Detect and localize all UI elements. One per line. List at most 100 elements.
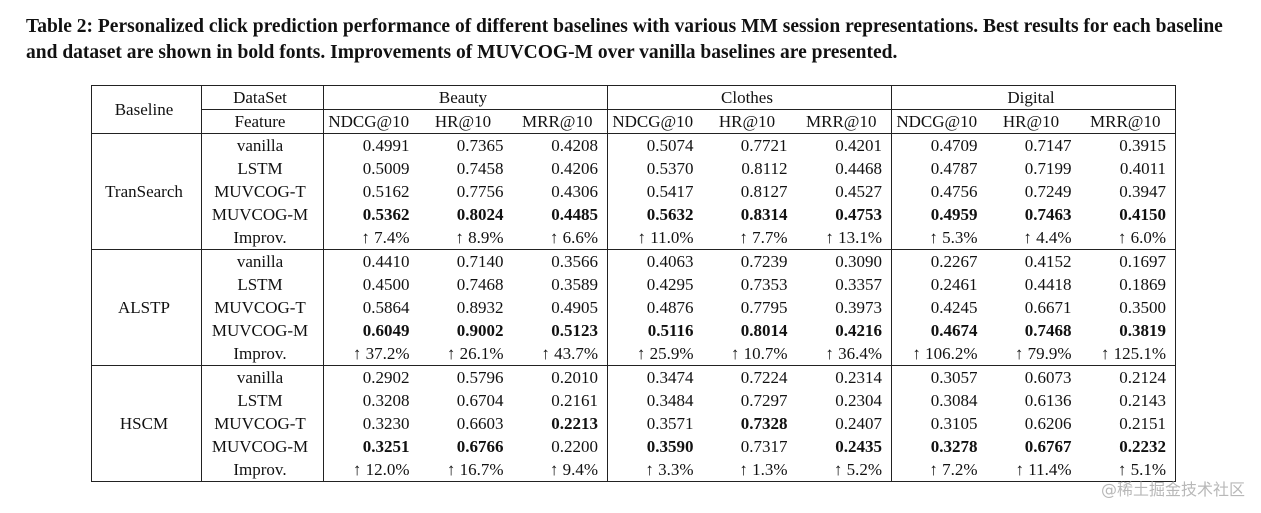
result-cell: ↑ 1.3%	[739, 460, 788, 479]
table-caption: Table 2: Personalized click prediction p…	[26, 16, 1223, 63]
result-cell: 0.4787	[891, 157, 987, 180]
result-cell: 0.4756	[891, 180, 987, 203]
result-cell: 0.7365	[418, 133, 513, 157]
result-cell: 0.3251	[323, 435, 419, 458]
result-cell: 0.6206	[1024, 414, 1072, 433]
result-cell: 0.3590	[607, 435, 703, 458]
baseline-name: HSCM	[91, 365, 202, 482]
result-cell: 0.2407	[835, 414, 882, 433]
result-cell: 0.4245	[891, 296, 987, 319]
result-cell: 0.3571	[607, 412, 703, 435]
result-cell: 0.4063	[607, 249, 703, 273]
result-cell: 0.2267	[891, 249, 987, 273]
table-row: LSTM 0.4500 0.7468 0.3589 0.4295 0.7353 0.3357…	[92, 273, 1176, 296]
table-row: MUVCOG-M 0.5362 0.8024 0.4485 0.5632 0.8314 0.…	[92, 203, 1176, 226]
result-cell: 0.4150	[1119, 205, 1166, 224]
result-cell: 0.4208	[512, 133, 608, 157]
table-row: LSTM 0.3208 0.6704 0.2161 0.3484 0.7297 0.2304…	[92, 389, 1176, 412]
result-cell: 0.5796	[418, 365, 513, 389]
metric-header: MRR@10	[1080, 109, 1176, 134]
result-cell: ↑ 37.2%	[323, 342, 419, 366]
baseline-name: TranSearch	[91, 133, 202, 250]
dataset-header: Beauty	[323, 85, 608, 110]
metric-header: MRR@10	[512, 109, 608, 134]
result-cell: ↑ 7.4%	[323, 226, 419, 250]
result-cell: 0.2161	[551, 391, 598, 410]
result-cell: 0.4206	[551, 159, 598, 178]
result-cell: ↑ 36.4%	[825, 344, 882, 363]
metric-header: HR@10	[986, 109, 1081, 134]
result-cell: 0.4295	[607, 273, 703, 296]
table-row: MUVCOG-M 0.6049 0.9002 0.5123 0.5116 0.8014 0.…	[92, 319, 1176, 342]
feature-name: MUVCOG-M	[201, 203, 324, 226]
result-cell: 0.7199	[1024, 159, 1072, 178]
metric-header: NDCG@10	[607, 109, 703, 134]
table-row: HSCM vanilla 0.2902 0.5796 0.2010 0.3474 0.722…	[91, 365, 1176, 482]
metric-header: MRR@10	[796, 109, 892, 134]
result-cell: 0.7328	[740, 414, 788, 433]
result-cell: 0.8112	[741, 159, 788, 178]
table-row: MUVCOG-T 0.5162 0.7756 0.4306 0.5417 0.8127 0.…	[92, 180, 1176, 203]
table-row: MUVCOG-M 0.3251 0.6766 0.2200 0.3590 0.7317 0.…	[92, 435, 1176, 458]
result-cell: 0.4201	[796, 133, 892, 157]
result-cell: 0.3230	[323, 412, 419, 435]
result-cell: 0.4306	[551, 182, 598, 201]
result-cell: ↑ 106.2%	[891, 342, 987, 366]
result-cell: 0.4500	[323, 273, 419, 296]
table-row: LSTM 0.5009 0.7458 0.4206 0.5370 0.8112 0.4468…	[92, 157, 1176, 180]
result-cell: 0.5123	[551, 321, 598, 340]
table-row: TranSearch vanilla 0.4991 0.7365 0.4208 0.507…	[91, 133, 1176, 250]
header-cell: Feature	[201, 109, 324, 134]
result-cell: 0.4410	[323, 249, 419, 273]
result-cell: 0.7795	[740, 298, 788, 317]
result-cell: 0.7249	[1024, 182, 1072, 201]
result-cell: 0.8024	[456, 205, 504, 224]
result-cell: 0.4418	[1024, 275, 1072, 294]
header-cell: Baseline	[114, 100, 174, 119]
result-cell: 0.3208	[323, 389, 419, 412]
result-cell: ↑ 7.2%	[891, 458, 987, 482]
result-cell: 0.3915	[1080, 133, 1176, 157]
result-cell: 0.4876	[607, 296, 703, 319]
metric-header: HR@10	[702, 109, 797, 134]
result-cell: ↑ 3.3%	[607, 458, 703, 482]
result-cell: 0.4485	[551, 205, 598, 224]
result-cell: 0.4152	[986, 249, 1081, 273]
result-cell: 0.4991	[323, 133, 419, 157]
result-cell: ↑ 5.1%	[1117, 460, 1166, 479]
table-row: Feature NDCG@10 HR@10 MRR@10 NDCG@10 HR@10 MRR…	[92, 109, 1176, 134]
result-cell: 0.7463	[1024, 205, 1072, 224]
result-cell: ↑ 13.1%	[825, 228, 882, 247]
feature-name: MUVCOG-M	[201, 319, 324, 342]
feature-name: LSTM	[201, 389, 324, 412]
result-cell: 0.7353	[740, 275, 788, 294]
result-cell: 0.7147	[986, 133, 1081, 157]
result-cell: 0.5370	[607, 157, 703, 180]
result-cell: ↑ 43.7%	[541, 344, 598, 363]
result-cell: 0.4468	[835, 159, 882, 178]
result-cell: 0.2213	[551, 414, 598, 433]
result-cell: ↑ 26.1%	[446, 344, 504, 363]
result-cell: 0.3566	[512, 249, 608, 273]
result-cell: 0.5864	[323, 296, 419, 319]
result-cell: 0.6766	[456, 437, 504, 456]
result-cell: 0.8014	[740, 321, 788, 340]
result-cell: 0.3500	[1119, 298, 1166, 317]
result-cell: ↑ 6.0%	[1117, 228, 1166, 247]
result-cell: 0.9002	[456, 321, 504, 340]
result-cell: 0.4905	[551, 298, 598, 317]
result-cell: 0.5074	[607, 133, 703, 157]
result-cell: 0.7140	[418, 249, 513, 273]
result-cell: 0.7239	[702, 249, 797, 273]
feature-name: MUVCOG-T	[201, 180, 324, 203]
result-cell: 0.7756	[456, 182, 504, 201]
result-cell: 0.3973	[835, 298, 882, 317]
result-cell: 0.6136	[1024, 391, 1072, 410]
result-cell: 0.1697	[1080, 249, 1176, 273]
result-cell: 0.3278	[891, 435, 987, 458]
result-cell: 0.5162	[323, 180, 419, 203]
result-cell: ↑ 10.7%	[730, 344, 788, 363]
result-cell: ↑ 25.9%	[607, 342, 703, 366]
feature-name: MUVCOG-T	[201, 412, 324, 435]
